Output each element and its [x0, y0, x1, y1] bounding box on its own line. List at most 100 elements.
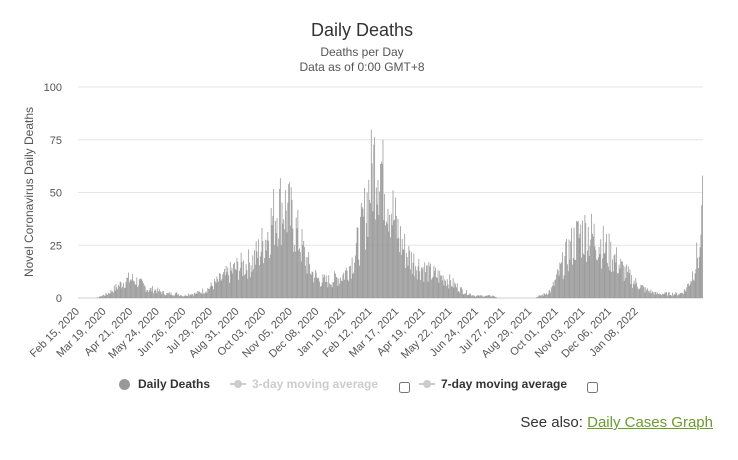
bar[interactable] [382, 139, 384, 298]
bar[interactable] [435, 277, 437, 298]
bar[interactable] [432, 276, 434, 298]
bar[interactable] [324, 274, 325, 298]
bar[interactable] [541, 294, 543, 298]
bar[interactable] [686, 287, 688, 298]
bar[interactable] [427, 281, 429, 298]
bar[interactable] [489, 295, 491, 298]
bar[interactable] [481, 295, 482, 298]
bar[interactable] [240, 252, 242, 298]
bar[interactable] [377, 180, 379, 298]
bar[interactable] [196, 293, 198, 298]
bar[interactable] [118, 286, 120, 298]
bar[interactable] [279, 178, 281, 298]
bar[interactable] [230, 270, 232, 298]
bar[interactable] [425, 272, 426, 298]
bar[interactable] [551, 285, 553, 298]
bar[interactable] [248, 249, 250, 298]
bar[interactable] [126, 277, 128, 298]
bar[interactable] [221, 278, 223, 298]
bar[interactable] [632, 287, 633, 298]
bar[interactable] [360, 203, 362, 298]
bar[interactable] [157, 287, 159, 298]
bar[interactable] [492, 296, 494, 298]
bar[interactable] [601, 268, 602, 298]
bar[interactable] [319, 281, 320, 298]
bar[interactable] [265, 250, 267, 298]
bar[interactable] [159, 291, 161, 298]
bar[interactable] [614, 254, 616, 298]
bar[interactable] [370, 202, 371, 298]
bar[interactable] [192, 294, 194, 298]
bar[interactable] [455, 284, 456, 298]
bar[interactable] [702, 175, 703, 298]
bar[interactable] [469, 293, 471, 298]
bar[interactable] [682, 293, 683, 298]
bar[interactable] [177, 295, 179, 298]
bar[interactable] [335, 276, 337, 298]
bar[interactable] [641, 285, 643, 298]
bar[interactable] [345, 267, 347, 298]
bar[interactable] [165, 295, 167, 298]
bar[interactable] [116, 287, 118, 298]
bar[interactable] [471, 295, 473, 298]
bar[interactable] [242, 275, 244, 298]
bar[interactable] [284, 190, 286, 298]
bar[interactable] [340, 280, 342, 298]
bar[interactable] [254, 264, 256, 298]
bar[interactable] [288, 184, 290, 298]
bar[interactable] [689, 284, 691, 298]
bar[interactable] [453, 287, 455, 298]
bar[interactable] [339, 283, 340, 298]
bar[interactable] [680, 292, 682, 298]
bar[interactable] [612, 271, 614, 298]
bar[interactable] [602, 258, 603, 298]
bar[interactable] [376, 204, 378, 298]
bar[interactable] [649, 293, 651, 298]
bar[interactable] [149, 288, 151, 298]
bar[interactable] [249, 262, 250, 298]
bar[interactable] [596, 259, 597, 298]
bar[interactable] [133, 280, 134, 298]
bar[interactable] [668, 291, 670, 298]
bar[interactable] [418, 258, 420, 298]
bar[interactable] [656, 294, 658, 298]
bar[interactable] [120, 282, 122, 298]
bar[interactable] [97, 297, 98, 298]
bar[interactable] [174, 293, 176, 298]
bar[interactable] [266, 240, 268, 298]
bar[interactable] [152, 286, 154, 298]
bar[interactable] [258, 239, 260, 298]
bar[interactable] [584, 214, 586, 298]
bar[interactable] [607, 266, 609, 298]
bar[interactable] [305, 257, 307, 298]
bar[interactable] [684, 290, 686, 298]
bar[interactable] [673, 293, 675, 298]
bar[interactable] [246, 270, 248, 298]
bar[interactable] [335, 273, 336, 298]
bar[interactable] [603, 253, 605, 298]
bar[interactable] [158, 289, 160, 298]
bar[interactable] [263, 263, 265, 298]
bar[interactable] [143, 285, 145, 298]
bar[interactable] [300, 261, 302, 298]
bar[interactable] [340, 277, 341, 298]
bar[interactable] [268, 240, 270, 298]
bar[interactable] [252, 255, 254, 298]
bar[interactable] [137, 287, 139, 298]
bar[interactable] [563, 275, 565, 298]
bar[interactable] [207, 288, 209, 298]
bar[interactable] [214, 279, 215, 298]
bar[interactable] [245, 264, 247, 298]
bar[interactable] [624, 266, 626, 298]
bar[interactable] [151, 291, 153, 298]
bar[interactable] [350, 265, 351, 298]
bar[interactable] [145, 292, 147, 298]
bar[interactable] [228, 275, 229, 298]
bar[interactable] [350, 278, 352, 298]
bar[interactable] [101, 296, 103, 298]
bar[interactable] [572, 258, 574, 298]
bar[interactable] [166, 292, 168, 298]
bar[interactable] [168, 292, 170, 298]
bar[interactable] [381, 163, 383, 298]
bar[interactable] [115, 284, 117, 298]
